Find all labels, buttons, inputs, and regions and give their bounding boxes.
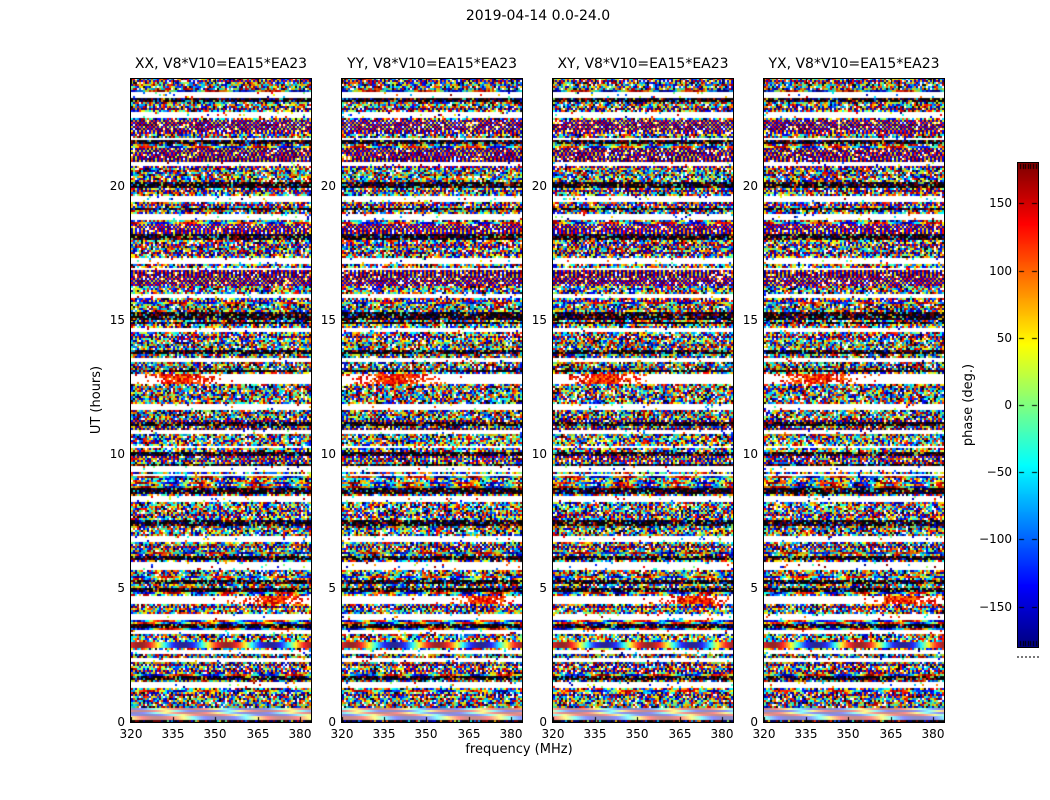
- y-tick-label: 10: [320, 447, 336, 461]
- colorbar-tick-label: −150: [979, 600, 1012, 614]
- y-tick-label: 5: [750, 581, 758, 595]
- x-tick-label: 380: [921, 727, 945, 741]
- colorbar-tick-label: −100: [979, 532, 1012, 546]
- x-tick-label: 365: [668, 727, 692, 741]
- x-tick-label: 335: [583, 727, 607, 741]
- x-tick-label: 350: [836, 727, 860, 741]
- colorbar-tick-label: −50: [986, 465, 1012, 479]
- y-tick-label: 5: [539, 581, 547, 595]
- panel-title-yx: YX, V8*V10=EA15*EA23: [768, 56, 940, 72]
- panel-title-xy: XY, V8*V10=EA15*EA23: [557, 56, 729, 72]
- y-tick-label: 20: [109, 179, 125, 193]
- y-tick-label: 10: [531, 447, 547, 461]
- colorbar-tick-label: 100: [989, 264, 1012, 278]
- x-tick-label: 350: [414, 727, 438, 741]
- y-tick-label: 15: [742, 313, 758, 327]
- y-tick-label: 5: [117, 581, 125, 595]
- x-tick-label: 380: [288, 727, 312, 741]
- y-tick-label: 0: [117, 715, 125, 729]
- y-tick-label: 20: [742, 179, 758, 193]
- y-tick-label: 0: [539, 715, 547, 729]
- y-tick-label: 10: [742, 447, 758, 461]
- heatmap-panel-xx: [130, 78, 312, 723]
- panel-title-yy: YY, V8*V10=EA15*EA23: [346, 56, 518, 72]
- x-tick-label: 365: [246, 727, 270, 741]
- colorbar-underline-dots: [1017, 656, 1039, 658]
- x-tick-label: 365: [879, 727, 903, 741]
- y-tick-label: 0: [328, 715, 336, 729]
- colorbar-tick-label: 150: [989, 196, 1012, 210]
- y-tick-label: 10: [109, 447, 125, 461]
- y-axis-label: UT (hours): [89, 365, 104, 435]
- x-tick-label: 380: [499, 727, 523, 741]
- x-tick-label: 320: [541, 727, 565, 741]
- colorbar-tick-label: 0: [1004, 398, 1012, 412]
- colorbar-tick-label: 50: [996, 331, 1012, 345]
- y-tick-label: 20: [531, 179, 547, 193]
- y-tick-label: 15: [531, 313, 547, 327]
- figure-title: 2019-04-14 0.0-24.0: [465, 8, 611, 24]
- x-tick-label: 365: [457, 727, 481, 741]
- x-tick-label: 320: [119, 727, 143, 741]
- colorbar: [1017, 162, 1039, 648]
- x-tick-label: 335: [161, 727, 185, 741]
- x-tick-label: 335: [794, 727, 818, 741]
- y-tick-label: 0: [750, 715, 758, 729]
- y-tick-label: 20: [320, 179, 336, 193]
- x-tick-label: 320: [330, 727, 354, 741]
- heatmap-panel-yy: [341, 78, 523, 723]
- x-tick-label: 320: [752, 727, 776, 741]
- y-tick-label: 5: [328, 581, 336, 595]
- panel-title-xx: XX, V8*V10=EA15*EA23: [134, 56, 308, 72]
- x-axis-label: frequency (MHz): [465, 742, 573, 757]
- heatmap-panel-yx: [763, 78, 945, 723]
- x-tick-label: 380: [710, 727, 734, 741]
- x-tick-label: 350: [203, 727, 227, 741]
- y-tick-label: 15: [109, 313, 125, 327]
- x-tick-label: 350: [625, 727, 649, 741]
- heatmap-panel-xy: [552, 78, 734, 723]
- x-tick-label: 335: [372, 727, 396, 741]
- y-tick-label: 15: [320, 313, 336, 327]
